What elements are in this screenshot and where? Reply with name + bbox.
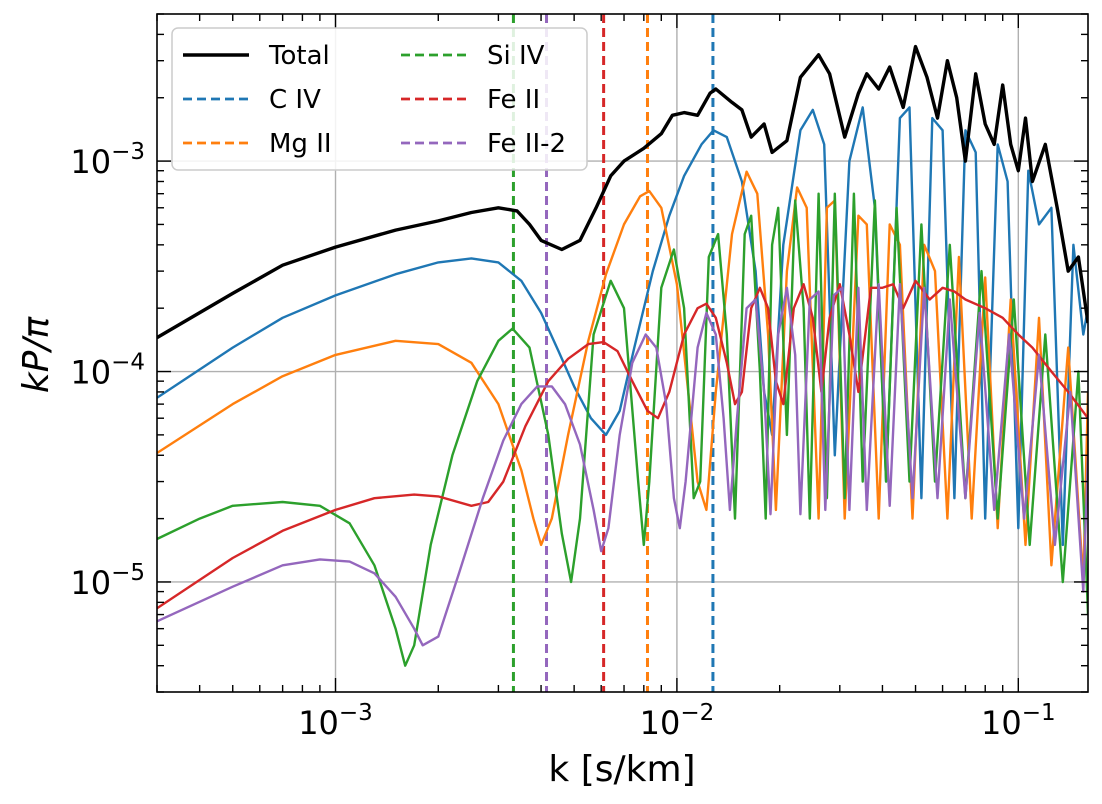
legend-box	[171, 27, 588, 171]
legend-label: Total	[268, 41, 330, 71]
y-tick-label: 10−5	[70, 560, 145, 602]
x-tick-label: 10−2	[640, 700, 715, 742]
legend-label: Si IV	[487, 41, 545, 71]
legend-label: Fe II-2	[487, 129, 566, 159]
legend-label: Fe II	[487, 85, 540, 115]
x-tick-label: 10−3	[298, 700, 373, 742]
legend-label: C IV	[269, 85, 321, 115]
series-fe-ii-2	[157, 283, 1088, 647]
y-tick-label: 10−3	[70, 139, 145, 181]
series-lines	[157, 44, 1088, 667]
series-mg-ii	[157, 170, 1088, 584]
tick-labels: 10−3 10−2 10−1 10−5 10−4 10−3	[70, 139, 1055, 742]
series-total	[157, 44, 1088, 340]
series-si-iv	[157, 192, 1088, 667]
y-tick-label: 10−4	[70, 350, 145, 392]
x-tick-label: 10−1	[981, 700, 1056, 742]
plot-frame	[156, 13, 1089, 693]
legend-label: Mg II	[269, 129, 332, 159]
series-c-iv	[157, 106, 1088, 547]
series-fe-ii	[157, 279, 1088, 610]
legend: Total C IV Mg II Si IV Fe II Fe II-2	[171, 27, 588, 171]
axis-ticks	[156, 13, 1088, 693]
x-axis-label: k [s/km]	[548, 749, 695, 790]
y-axis-label: kP/π	[16, 315, 57, 393]
